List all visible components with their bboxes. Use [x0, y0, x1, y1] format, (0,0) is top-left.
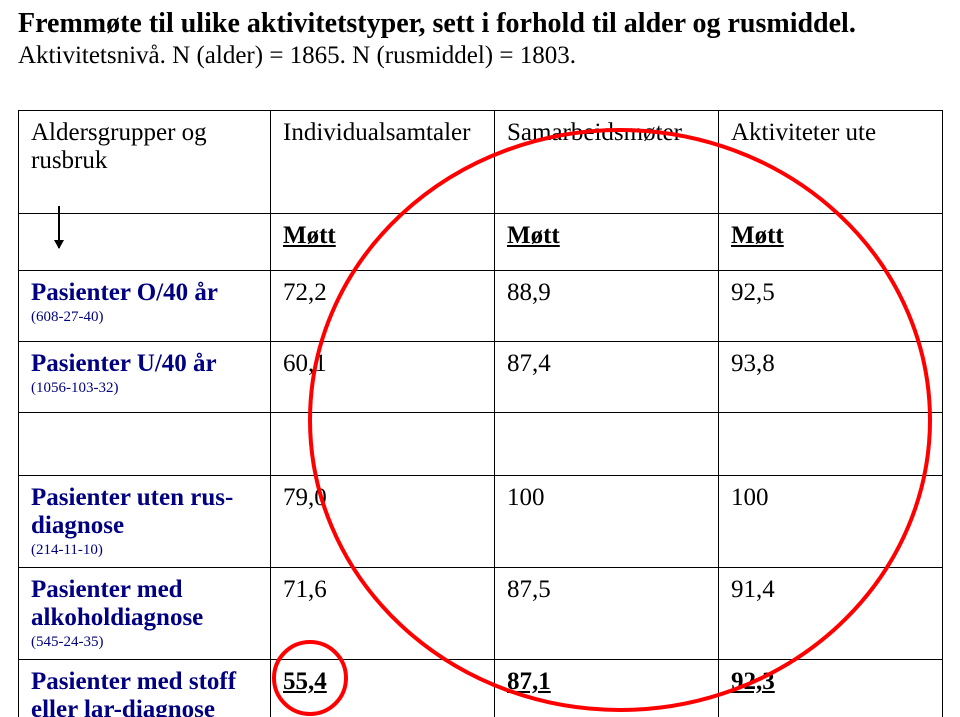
cell: 100	[719, 476, 943, 568]
page-subtitle: Aktivitetsnivå. N (alder) = 1865. N (rus…	[18, 40, 576, 71]
spacer-cell	[495, 413, 719, 476]
cell: 87,4	[495, 342, 719, 413]
subheader-c4: Møtt	[719, 214, 943, 271]
spacer-cell	[19, 413, 271, 476]
cell: 55,4	[271, 660, 495, 717]
header-col3: Samarbeidsmøter	[495, 111, 719, 214]
header-col4: Aktiviteter ute	[719, 111, 943, 214]
arrow-down-icon	[58, 206, 60, 248]
cell: 100	[495, 476, 719, 568]
subheader-c3: Møtt	[495, 214, 719, 271]
table-subheader-row: Møtt Møtt Møtt	[19, 214, 943, 271]
table-spacer-row	[19, 413, 943, 476]
data-table: Aldersgrupper og rusbruk Individualsamta…	[18, 110, 943, 717]
cell: 79,0	[271, 476, 495, 568]
spacer-cell	[719, 413, 943, 476]
cell: 87,5	[495, 568, 719, 660]
row-label: Pasienter medalkoholdiagnose (545-24-35)	[19, 568, 271, 660]
table-row: Pasienter med stoffeller lar-diagnose (8…	[19, 660, 943, 717]
row-label: Pasienter U/40 år (1056-103-32)	[19, 342, 271, 413]
subheader-c2: Møtt	[271, 214, 495, 271]
page: Fremmøte til ulike aktivitetstyper, sett…	[0, 0, 960, 717]
page-title: Fremmøte til ulike aktivitetstyper, sett…	[18, 6, 938, 41]
table-row: Pasienter medalkoholdiagnose (545-24-35)…	[19, 568, 943, 660]
cell: 71,6	[271, 568, 495, 660]
table-row: Pasienter O/40 år (608-27-40) 72,2 88,9 …	[19, 271, 943, 342]
cell: 88,9	[495, 271, 719, 342]
row-label: Pasienter med stoffeller lar-diagnose (8…	[19, 660, 271, 717]
spacer-cell	[271, 413, 495, 476]
header-col2: Individualsamtaler	[271, 111, 495, 214]
header-col1: Aldersgrupper og rusbruk	[19, 111, 271, 214]
cell: 87,1	[495, 660, 719, 717]
cell: 60,1	[271, 342, 495, 413]
cell: 72,2	[271, 271, 495, 342]
cell: 91,4	[719, 568, 943, 660]
cell: 92,3	[719, 660, 943, 717]
cell: 92,5	[719, 271, 943, 342]
table-header-row: Aldersgrupper og rusbruk Individualsamta…	[19, 111, 943, 214]
row-label: Pasienter uten rus-diagnose (214-11-10)	[19, 476, 271, 568]
table-row: Pasienter uten rus-diagnose (214-11-10) …	[19, 476, 943, 568]
cell: 93,8	[719, 342, 943, 413]
row-label: Pasienter O/40 år (608-27-40)	[19, 271, 271, 342]
table-row: Pasienter U/40 år (1056-103-32) 60,1 87,…	[19, 342, 943, 413]
